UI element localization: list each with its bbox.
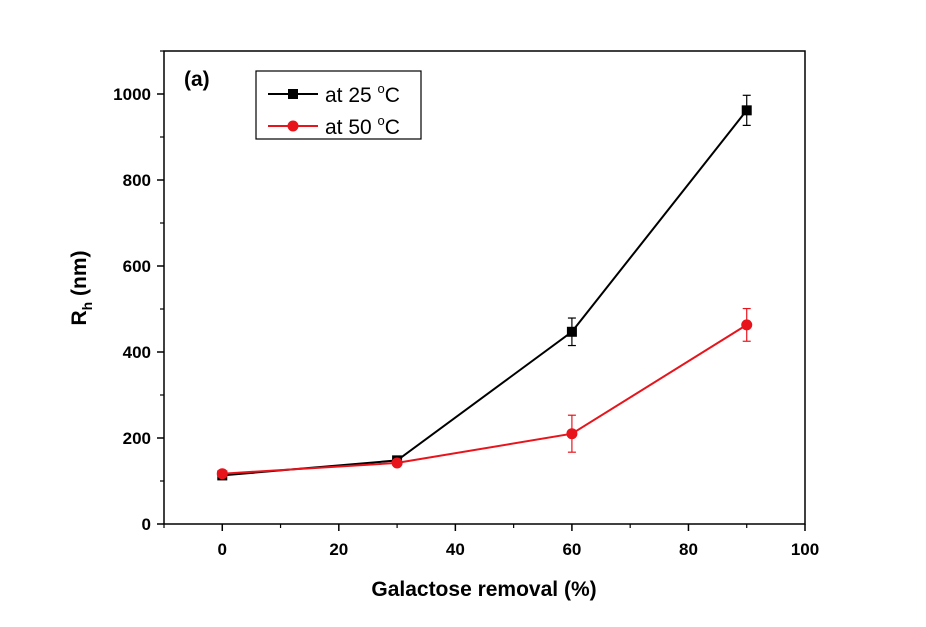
series-1-line: [222, 324, 748, 475]
series-0: [217, 94, 752, 481]
y-tick-label-200: 200: [123, 429, 151, 448]
y-tick-label-600: 600: [123, 257, 151, 276]
plot-frame: [163, 50, 806, 525]
legend-label-50c-suffix: C: [385, 116, 400, 139]
legend-label-25c-sup: o: [378, 81, 385, 96]
series-1: [216, 307, 753, 480]
y-tick-label-800: 800: [123, 171, 151, 190]
y-tick-label-400: 400: [123, 343, 151, 362]
x-tick-label-60: 60: [562, 540, 581, 559]
legend-label-25c-suffix: C: [385, 84, 400, 107]
legend-label-50c-prefix: at 50: [325, 116, 378, 139]
x-tick-label-100: 100: [791, 540, 819, 559]
legend-marker-50c: [287, 120, 299, 132]
x-axis: 0 20 40 60 80 100: [163, 524, 819, 559]
series-layer: [216, 94, 753, 481]
series-0-point-3: [741, 105, 752, 116]
legend-label-50c: at 50 oC: [325, 113, 400, 139]
legend: at 25 oC at 50 oC: [255, 70, 422, 140]
x-tick-label-80: 80: [679, 540, 698, 559]
series-1-point-3: [741, 319, 753, 331]
legend-marker-25c: [288, 89, 298, 99]
series-1-point-1: [391, 457, 403, 469]
y-axis-title-unit: (nm): [68, 250, 91, 301]
legend-label-25c: at 25 oC: [325, 81, 400, 107]
y-axis-title-subscript: h: [79, 302, 95, 311]
series-1-point-0: [216, 468, 228, 480]
legend-label-50c-sup: o: [378, 113, 385, 128]
series-1-point-2: [566, 428, 578, 440]
y-axis-title: Rh (nm): [68, 250, 95, 325]
y-tick-label-1000: 1000: [113, 85, 151, 104]
series-0-point-2: [566, 326, 577, 337]
y-axis-title-main: R: [68, 310, 91, 325]
legend-box: [255, 70, 422, 140]
x-axis-title: Galactose removal (%): [371, 578, 596, 601]
x-tick-label-20: 20: [329, 540, 348, 559]
legend-label-25c-prefix: at 25: [325, 84, 378, 107]
panel-label: (a): [184, 68, 210, 91]
x-tick-label-0: 0: [218, 540, 227, 559]
series-0-line: [222, 109, 748, 477]
y-tick-label-0: 0: [142, 515, 151, 534]
x-tick-label-40: 40: [446, 540, 465, 559]
y-axis: 0 200 400 600 800 1000: [113, 50, 164, 534]
